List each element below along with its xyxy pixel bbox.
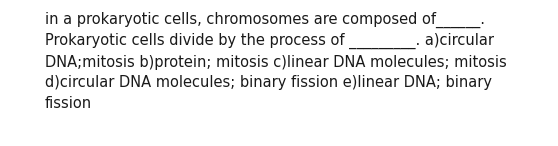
Text: in a prokaryotic cells, chromosomes are composed of______.
Prokaryotic cells div: in a prokaryotic cells, chromosomes are … [45, 12, 507, 111]
